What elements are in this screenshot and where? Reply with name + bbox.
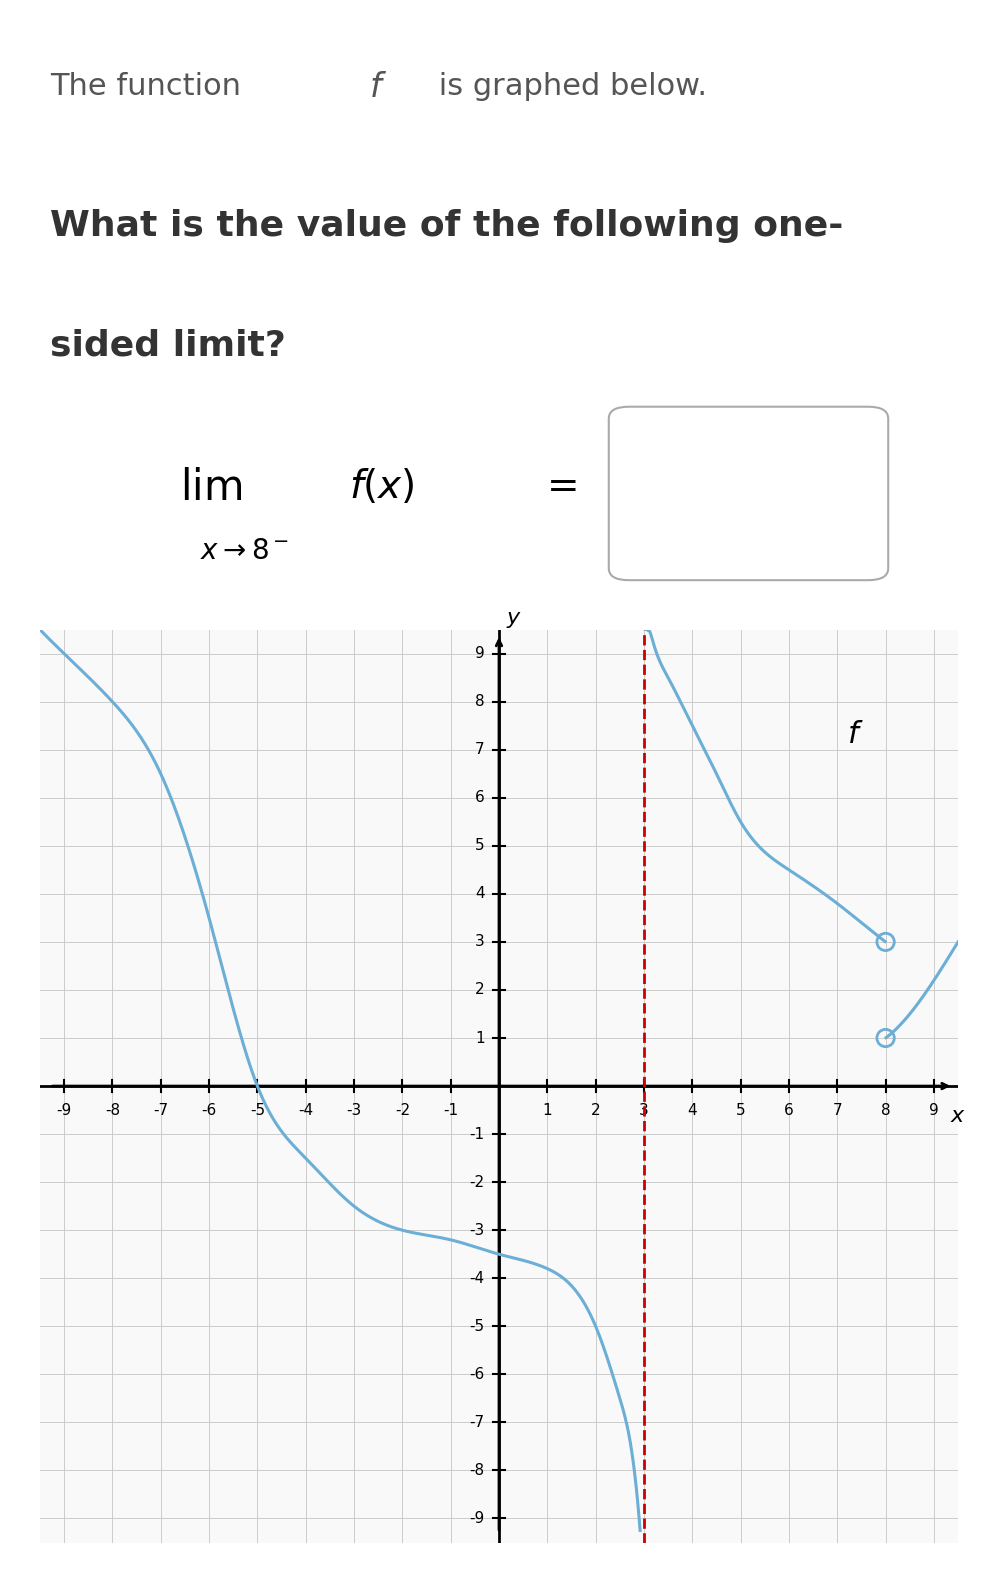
Text: 4: 4 bbox=[475, 886, 484, 902]
Text: -2: -2 bbox=[469, 1174, 484, 1190]
Text: -1: -1 bbox=[469, 1127, 484, 1141]
Text: 9: 9 bbox=[929, 1103, 939, 1118]
FancyBboxPatch shape bbox=[609, 406, 888, 581]
Text: -4: -4 bbox=[469, 1270, 484, 1286]
Text: 2: 2 bbox=[591, 1103, 601, 1118]
Text: -9: -9 bbox=[469, 1511, 484, 1527]
Text: -5: -5 bbox=[469, 1319, 484, 1333]
Text: -1: -1 bbox=[443, 1103, 458, 1118]
Text: 6: 6 bbox=[784, 1103, 793, 1118]
Text: 5: 5 bbox=[736, 1103, 746, 1118]
Text: What is the value of the following one-: What is the value of the following one- bbox=[50, 209, 843, 244]
Text: $f$: $f$ bbox=[369, 72, 387, 104]
Text: -9: -9 bbox=[57, 1103, 72, 1118]
Text: -3: -3 bbox=[346, 1103, 361, 1118]
Text: 6: 6 bbox=[475, 790, 484, 806]
Text: 3: 3 bbox=[639, 1103, 649, 1118]
Text: 4: 4 bbox=[688, 1103, 698, 1118]
Text: $x$: $x$ bbox=[950, 1105, 966, 1127]
Text: The function: The function bbox=[50, 72, 250, 101]
Text: $=$: $=$ bbox=[539, 466, 577, 504]
Text: $f(x)$: $f(x)$ bbox=[349, 466, 415, 505]
Text: $x \to 8^-$: $x \to 8^-$ bbox=[200, 538, 288, 565]
Text: -8: -8 bbox=[105, 1103, 120, 1118]
Text: sided limit?: sided limit? bbox=[50, 329, 285, 364]
Text: 2: 2 bbox=[475, 982, 484, 998]
Text: -6: -6 bbox=[202, 1103, 217, 1118]
Text: 7: 7 bbox=[475, 743, 484, 757]
Text: is graphed below.: is graphed below. bbox=[429, 72, 708, 101]
Text: 1: 1 bbox=[475, 1031, 484, 1045]
Text: -6: -6 bbox=[469, 1366, 484, 1382]
Text: -5: -5 bbox=[250, 1103, 264, 1118]
Text: 3: 3 bbox=[475, 935, 484, 949]
Text: 8: 8 bbox=[475, 694, 484, 710]
Text: 7: 7 bbox=[832, 1103, 842, 1118]
Text: 9: 9 bbox=[475, 645, 484, 661]
Text: -7: -7 bbox=[153, 1103, 169, 1118]
Text: -7: -7 bbox=[469, 1415, 484, 1429]
Text: 5: 5 bbox=[475, 839, 484, 853]
Text: -2: -2 bbox=[395, 1103, 410, 1118]
Text: $y$: $y$ bbox=[506, 608, 522, 630]
Text: -8: -8 bbox=[469, 1462, 484, 1478]
Text: -3: -3 bbox=[469, 1223, 484, 1237]
Text: 8: 8 bbox=[881, 1103, 890, 1118]
Text: $f$: $f$ bbox=[847, 719, 863, 749]
Text: $\lim$: $\lim$ bbox=[180, 466, 242, 508]
Text: 1: 1 bbox=[543, 1103, 552, 1118]
Text: -4: -4 bbox=[298, 1103, 313, 1118]
